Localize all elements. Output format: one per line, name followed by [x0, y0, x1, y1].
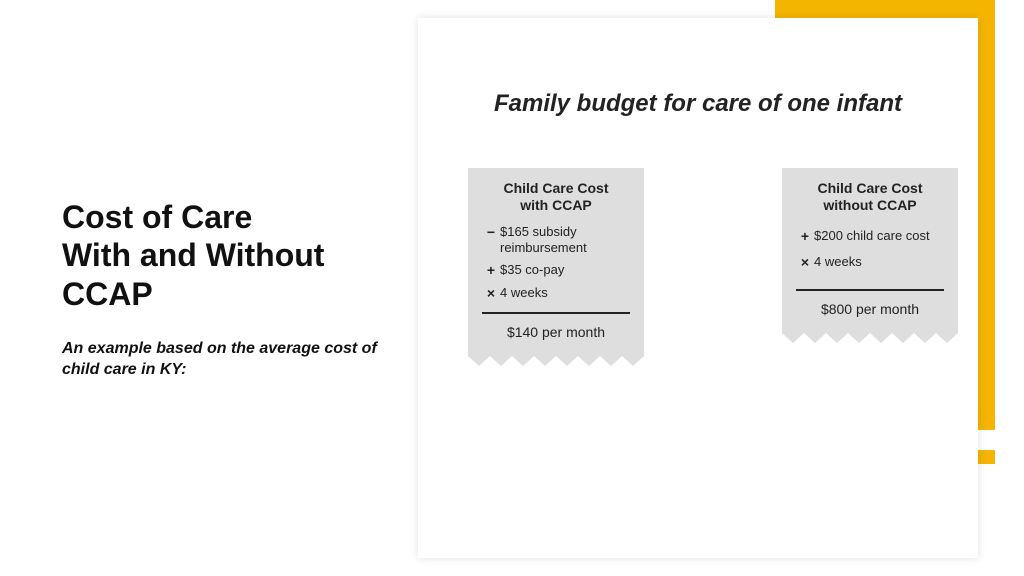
receipt-header: Child Care Cost with CCAP: [482, 180, 630, 214]
times-icon: ×: [482, 285, 500, 302]
receipt-header-line: with CCAP: [520, 197, 592, 213]
receipt-without-ccap: Child Care Cost without CCAP + $200 chil…: [782, 168, 958, 345]
receipt-header-line: without CCAP: [823, 197, 916, 213]
receipt-row: × 4 weeks: [796, 254, 944, 271]
receipt-row-text: $35 co-pay: [500, 262, 564, 278]
receipt-row: × 4 weeks: [482, 285, 630, 302]
receipt-total: $140 per month: [482, 322, 630, 340]
title-line: With and Without: [62, 237, 324, 273]
card-title: Family budget for care of one infant: [418, 90, 978, 118]
plus-icon: +: [482, 262, 500, 279]
receipt-header-line: Child Care Cost: [817, 180, 922, 196]
times-icon: ×: [796, 254, 814, 271]
receipt-header-line: Child Care Cost: [503, 180, 608, 196]
plus-icon: +: [796, 228, 814, 245]
page-title: Cost of Care With and Without CCAP: [62, 198, 392, 313]
receipt-tear-icon: [782, 329, 958, 345]
left-text-block: Cost of Care With and Without CCAP An ex…: [62, 198, 392, 381]
receipt-divider: [482, 312, 630, 314]
title-line: Cost of Care: [62, 199, 252, 235]
receipt-row: − $165 subsidy reimbursement: [482, 224, 630, 257]
receipt-body: Child Care Cost with CCAP − $165 subsidy…: [468, 168, 644, 352]
receipt-total: $800 per month: [796, 299, 944, 317]
title-line: CCAP: [62, 276, 153, 312]
slide-stage: Family budget for care of one infant Cos…: [0, 0, 1024, 576]
receipt-row: + $200 child care cost: [796, 228, 944, 245]
receipt-row: + $35 co-pay: [482, 262, 630, 279]
page-subtitle: An example based on the average cost of …: [62, 339, 392, 381]
receipt-divider: [796, 289, 944, 291]
receipt-row-text: $165 subsidy reimbursement: [500, 224, 630, 257]
receipt-row-text: $200 child care cost: [814, 228, 930, 244]
minus-icon: −: [482, 224, 500, 241]
receipt-with-ccap: Child Care Cost with CCAP − $165 subsidy…: [468, 168, 644, 368]
receipt-header: Child Care Cost without CCAP: [796, 180, 944, 214]
receipt-row-text: 4 weeks: [500, 285, 548, 301]
receipt-body: Child Care Cost without CCAP + $200 chil…: [782, 168, 958, 329]
receipt-row-text: 4 weeks: [814, 254, 862, 270]
receipt-tear-icon: [468, 352, 644, 368]
